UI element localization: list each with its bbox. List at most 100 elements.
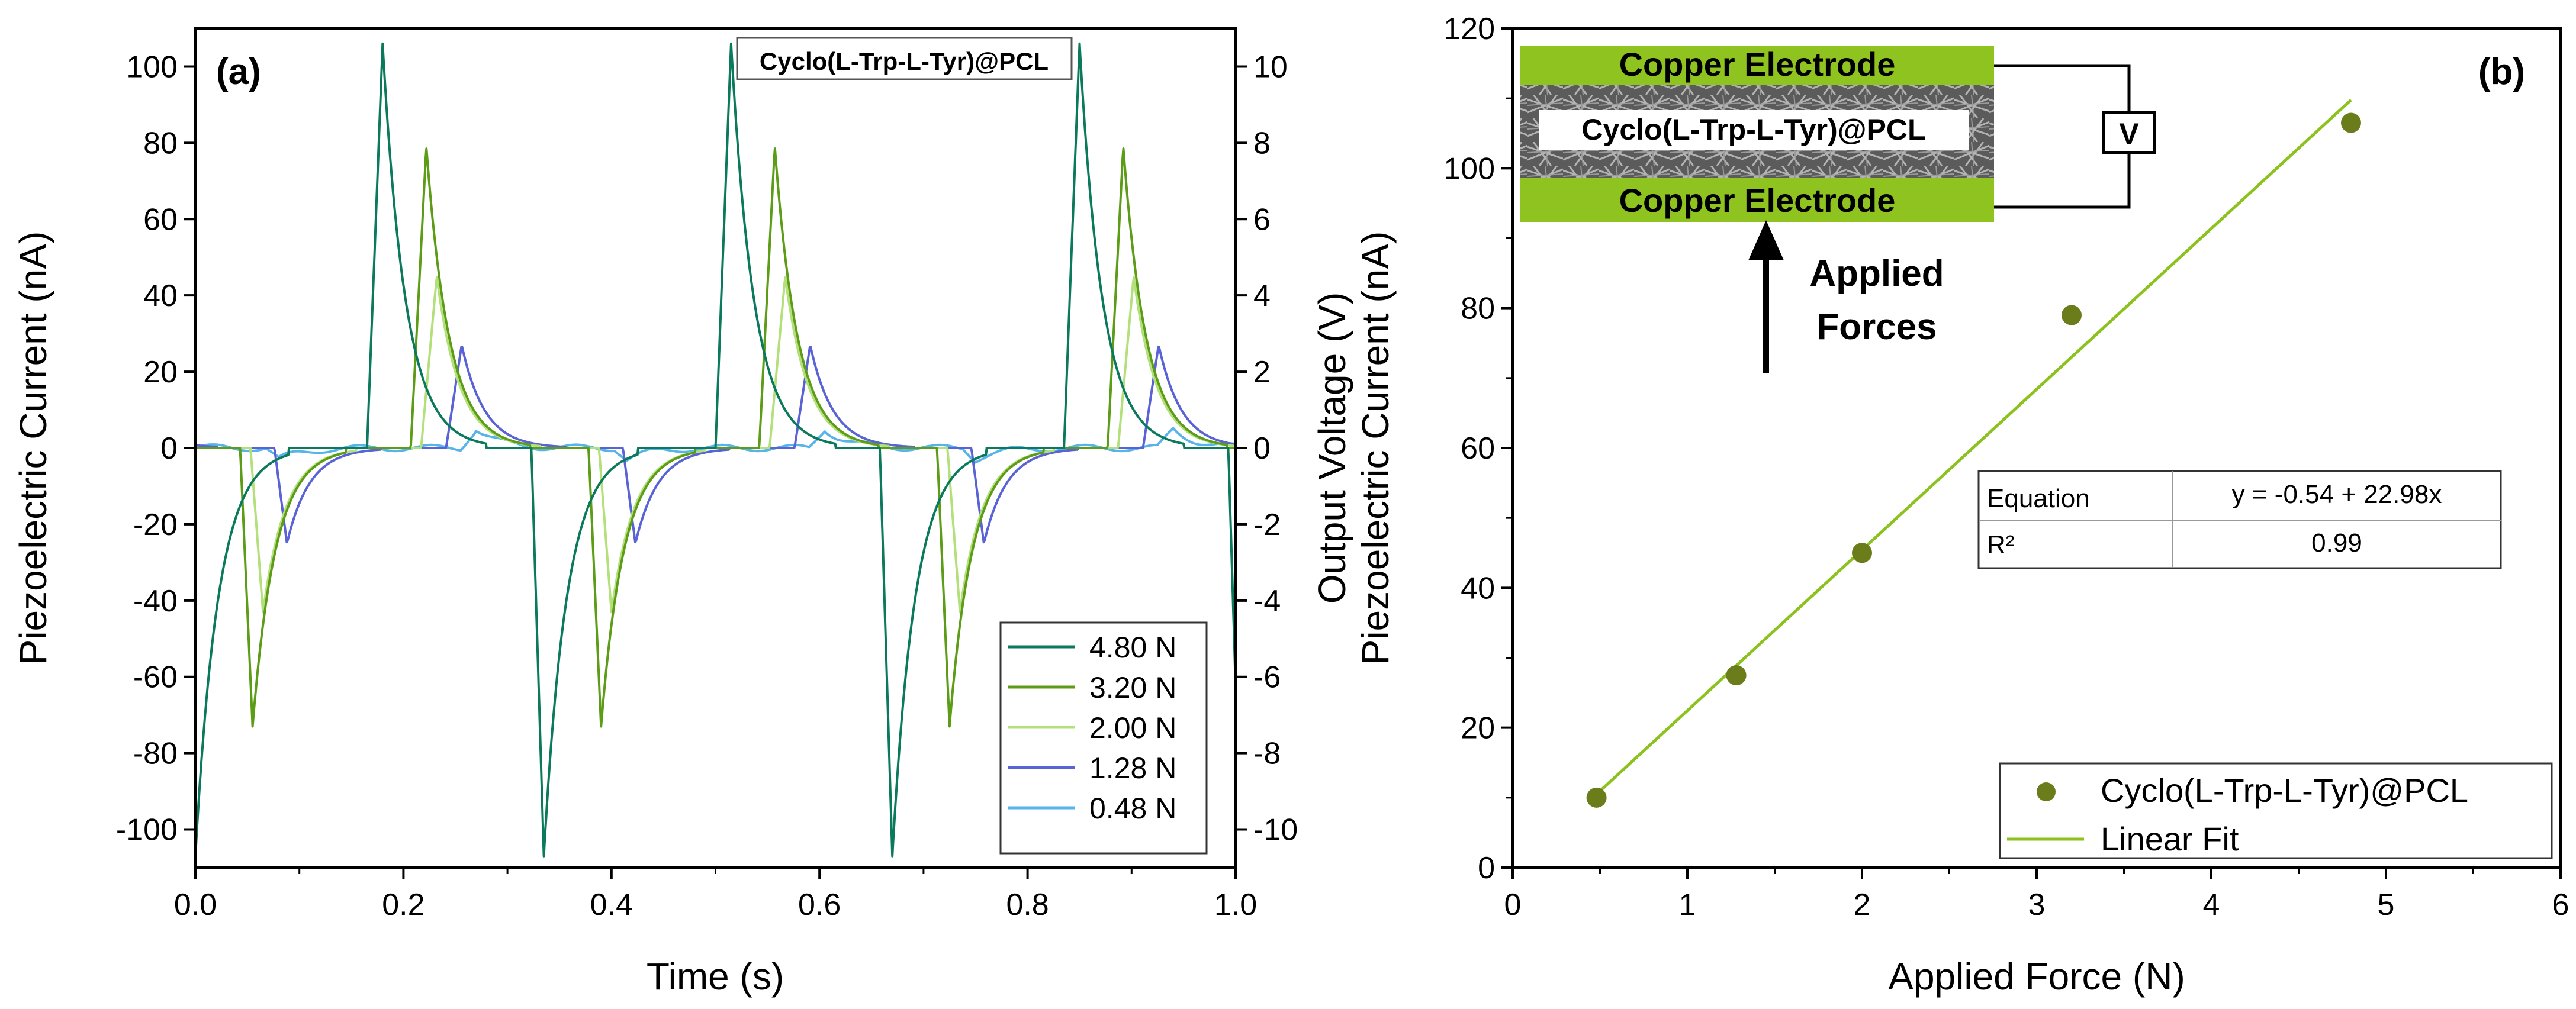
y-tick-label: 40 bbox=[143, 279, 178, 313]
x-tick-label: 6 bbox=[2552, 888, 2569, 922]
x-tick-label: 1 bbox=[1679, 888, 1696, 922]
fit-table-equation-label: Equation bbox=[1987, 484, 2090, 513]
linear-fit-line bbox=[1595, 99, 2352, 795]
top-electrode bbox=[1520, 46, 1994, 85]
panel-a-x-axis-label: Time (s) bbox=[647, 955, 784, 998]
data-point bbox=[1586, 787, 1607, 808]
x-tick-label: 0 bbox=[1504, 888, 1522, 922]
panel-b-y-axis-label: Piezoelectric Current (nA) bbox=[1354, 231, 1397, 665]
legend-label: 4.80 N bbox=[1089, 631, 1176, 664]
legend-marker-data bbox=[2037, 782, 2056, 801]
y-tick-label: 20 bbox=[1461, 711, 1495, 746]
y-tick-label: 100 bbox=[126, 50, 178, 84]
y2-tick-label: -10 bbox=[1253, 813, 1298, 847]
x-tick-label: 5 bbox=[2378, 888, 2395, 922]
fit-table: Equation y = -0.54 + 22.98x R² 0.99 bbox=[1977, 470, 2502, 569]
panel-b-points bbox=[1586, 112, 2361, 808]
panel-a-title-box bbox=[736, 37, 1073, 80]
y2-tick-label: 4 bbox=[1253, 279, 1271, 313]
y-tick-label: -40 bbox=[133, 584, 178, 618]
panel-a-x-axis-ticks: 0.0 0.2 0.4 0.6 0.8 1.0 bbox=[174, 868, 1257, 922]
legend-label: 2.00 N bbox=[1089, 711, 1176, 744]
fit-table-equation-value: y = -0.54 + 22.98x bbox=[2232, 480, 2442, 509]
y2-tick-label: 0 bbox=[1253, 431, 1271, 466]
panel-a-legend: 4.80 N 3.20 N 2.00 N 1.28 N 0.48 N bbox=[999, 621, 1208, 855]
x-tick-label: 0.0 bbox=[174, 888, 217, 922]
y-tick-label: -80 bbox=[133, 737, 178, 771]
legend-label: 1.28 N bbox=[1089, 752, 1176, 785]
y-tick-label: 0 bbox=[1478, 851, 1495, 885]
legend-label: 3.20 N bbox=[1089, 671, 1176, 704]
panel-b-x-axis-ticks: 0 1 2 3 4 5 6 bbox=[1504, 868, 2569, 922]
panel-a: 0.0 0.2 0.4 0.6 0.8 1.0 -100-80-60-40-2002040… bbox=[12, 27, 1298, 998]
panel-a-title: Cyclo(L-Trp-L-Tyr)@PCL bbox=[760, 47, 1049, 75]
voltmeter-label: V bbox=[2119, 117, 2139, 150]
x-tick-label: 4 bbox=[2203, 888, 2220, 922]
panel-b-label: (b) bbox=[2478, 51, 2525, 92]
legend-label: 0.48 N bbox=[1089, 792, 1176, 825]
x-tick-label: 0.2 bbox=[382, 888, 424, 922]
x-tick-label: 0.6 bbox=[798, 888, 841, 922]
x-tick-label: 3 bbox=[2028, 888, 2046, 922]
data-point bbox=[2341, 112, 2361, 133]
panel-a-right-axis-ticks: -10 -8 -6 -4 -2 0 2 4 6 8 10 bbox=[1236, 50, 1298, 847]
y2-tick-label: -2 bbox=[1253, 508, 1281, 542]
data-point bbox=[2062, 305, 2082, 325]
device-schematic-inset: Copper Electrode Cyclo(L-Trp-L-Tyr)@PCL … bbox=[1520, 46, 2156, 373]
panel-a-label: (a) bbox=[216, 51, 261, 92]
y2-tick-label: -4 bbox=[1253, 584, 1281, 618]
y-tick-label: 100 bbox=[1443, 151, 1495, 186]
data-point bbox=[1852, 543, 1872, 563]
bottom-electrode-label: Copper Electrode bbox=[1619, 182, 1896, 219]
panel-a-right-axis-label: Output Voltage (V) bbox=[1311, 292, 1353, 604]
y2-tick-label: -8 bbox=[1253, 737, 1281, 771]
bottom-electrode bbox=[1520, 178, 1994, 222]
fit-table-r2-label: R² bbox=[1987, 530, 2014, 559]
legend-label-data: Cyclo(L-Trp-L-Tyr)@PCL bbox=[2101, 772, 2468, 809]
panel-a-series bbox=[194, 42, 1237, 858]
circuit-wire bbox=[1994, 64, 2131, 209]
y-tick-label: 120 bbox=[1443, 12, 1495, 46]
force-label-line-2: Forces bbox=[1816, 307, 1937, 347]
x-tick-label: 1.0 bbox=[1214, 888, 1257, 922]
panel-b-legend-box bbox=[1999, 762, 2553, 859]
panel-a-legend-box bbox=[999, 621, 1208, 855]
x-tick-label: 0.8 bbox=[1006, 888, 1049, 922]
panel-b-x-axis-label: Applied Force (N) bbox=[1888, 955, 2185, 998]
y-tick-label: 0 bbox=[160, 431, 178, 466]
panel-b-fit bbox=[1595, 99, 2352, 795]
panel-b: 0 1 2 3 4 5 6 0 20 40 60 80 100 120 (b) Applied Forc… bbox=[1443, 12, 2569, 998]
y-tick-label: 20 bbox=[143, 355, 178, 389]
y-tick-label: -20 bbox=[133, 508, 178, 542]
y-tick-label: 40 bbox=[1461, 571, 1495, 605]
x-tick-label: 2 bbox=[1854, 888, 1871, 922]
legend-label-fit: Linear Fit bbox=[2101, 820, 2239, 858]
y2-tick-label: 2 bbox=[1253, 355, 1271, 389]
film-label-background bbox=[1539, 110, 1969, 150]
force-label-line-1: Applied bbox=[1809, 253, 1944, 294]
y2-tick-label: -6 bbox=[1253, 660, 1281, 695]
y-tick-label: 60 bbox=[143, 202, 178, 237]
y-tick-label: 60 bbox=[1461, 431, 1495, 466]
voltmeter-box bbox=[2102, 111, 2156, 154]
y-tick-label: -60 bbox=[133, 660, 178, 695]
y2-tick-label: 6 bbox=[1253, 202, 1271, 237]
panel-b-legend: Cyclo(L-Trp-L-Tyr)@PCL Linear Fit bbox=[1999, 762, 2553, 859]
series-line-4-80-N bbox=[194, 42, 1237, 858]
y-tick-label: 80 bbox=[1461, 292, 1495, 326]
x-tick-label: 0.4 bbox=[590, 888, 633, 922]
y2-tick-label: 8 bbox=[1253, 126, 1271, 160]
fit-table-box bbox=[1977, 470, 2502, 569]
film-label: Cyclo(L-Trp-L-Tyr)@PCL bbox=[1581, 113, 1925, 146]
fit-table-r2-value: 0.99 bbox=[2311, 528, 2362, 557]
series-line-1-28-N bbox=[195, 346, 1236, 544]
y-tick-label: 80 bbox=[143, 126, 178, 160]
top-electrode-label: Copper Electrode bbox=[1619, 46, 1896, 83]
panel-a-y-axis-label: Piezoelectric Current (nA) bbox=[12, 231, 54, 665]
data-point bbox=[1726, 665, 1747, 686]
panel-a-y-axis-ticks: -100 -80 -60 -40 -20 0 20 40 60 80 100 bbox=[116, 50, 195, 847]
y2-tick-label: 10 bbox=[1253, 50, 1288, 84]
force-arrow-head bbox=[1748, 220, 1784, 260]
y-tick-label: -100 bbox=[116, 813, 178, 847]
